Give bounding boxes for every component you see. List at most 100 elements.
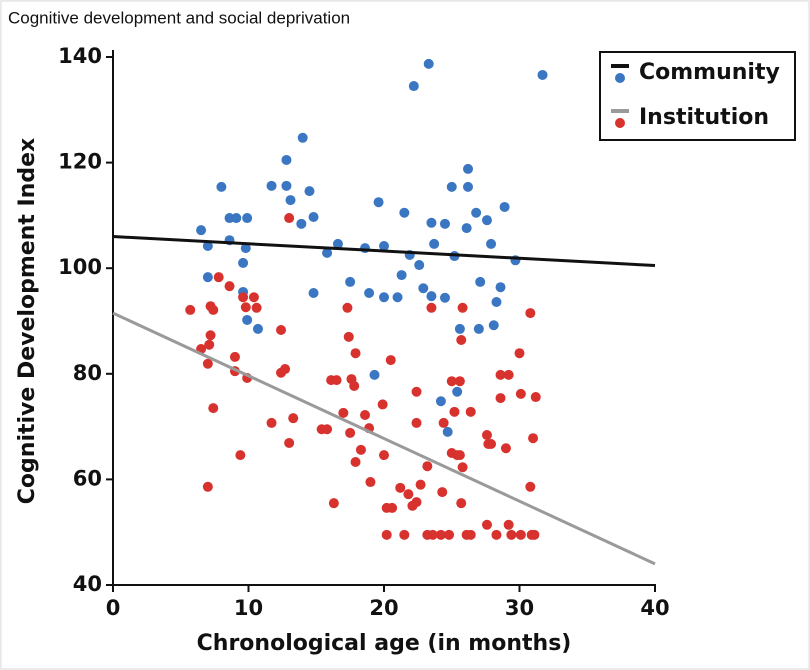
data-point bbox=[204, 339, 215, 350]
data-point bbox=[481, 519, 492, 530]
data-point bbox=[423, 58, 434, 69]
data-point bbox=[395, 482, 406, 493]
data-point bbox=[426, 217, 437, 228]
data-point bbox=[465, 529, 476, 540]
data-point bbox=[281, 154, 292, 165]
data-point bbox=[456, 335, 467, 346]
data-point bbox=[288, 413, 299, 424]
data-point bbox=[537, 69, 548, 80]
data-point bbox=[379, 450, 389, 461]
data-point bbox=[488, 320, 499, 331]
data-point bbox=[491, 296, 502, 307]
data-point bbox=[379, 241, 389, 252]
data-point bbox=[429, 238, 440, 249]
data-point bbox=[196, 225, 207, 236]
y-tick-label: 60 bbox=[73, 466, 102, 490]
data-point bbox=[481, 215, 492, 226]
data-point bbox=[465, 406, 476, 417]
data-point bbox=[285, 195, 296, 206]
data-point bbox=[515, 529, 526, 540]
data-point bbox=[415, 479, 426, 490]
data-point bbox=[499, 201, 510, 212]
data-point bbox=[392, 292, 403, 303]
data-point bbox=[439, 292, 450, 303]
data-point bbox=[345, 276, 356, 287]
data-point bbox=[411, 386, 422, 397]
x-tick-label: 40 bbox=[640, 596, 669, 620]
data-point bbox=[435, 529, 446, 540]
data-point bbox=[235, 450, 246, 461]
legend-label: Institution bbox=[639, 105, 769, 130]
data-point bbox=[399, 529, 410, 540]
data-point bbox=[473, 323, 484, 334]
data-point bbox=[242, 314, 253, 325]
data-point bbox=[385, 355, 396, 366]
data-point bbox=[506, 529, 517, 540]
data-point bbox=[240, 302, 251, 313]
data-point bbox=[530, 392, 541, 403]
legend-box bbox=[599, 51, 796, 141]
data-point bbox=[438, 417, 449, 428]
data-point bbox=[238, 292, 249, 303]
data-point bbox=[322, 247, 333, 258]
data-point bbox=[281, 180, 292, 191]
data-point bbox=[185, 304, 196, 315]
data-point bbox=[224, 281, 235, 292]
chart-title: Cognitive development and social depriva… bbox=[8, 8, 350, 27]
data-point bbox=[515, 388, 526, 399]
data-point bbox=[266, 180, 277, 191]
data-point bbox=[418, 283, 429, 294]
data-point bbox=[332, 238, 343, 249]
data-point bbox=[411, 497, 422, 508]
data-point bbox=[446, 376, 457, 387]
data-point bbox=[202, 481, 213, 492]
data-point bbox=[422, 461, 433, 472]
data-point bbox=[202, 272, 213, 283]
legend-dot bbox=[615, 118, 625, 128]
data-point bbox=[495, 369, 506, 380]
data-point bbox=[463, 163, 474, 174]
data-point bbox=[442, 426, 453, 437]
data-point bbox=[439, 218, 450, 229]
data-point bbox=[379, 292, 389, 303]
data-point bbox=[399, 207, 410, 218]
data-point bbox=[251, 302, 262, 313]
data-point bbox=[529, 529, 540, 540]
data-point bbox=[343, 331, 354, 342]
data-point bbox=[495, 393, 506, 404]
data-point bbox=[349, 380, 360, 391]
data-point bbox=[284, 437, 295, 448]
x-tick-label: 30 bbox=[505, 596, 534, 620]
y-tick-label: 80 bbox=[73, 361, 102, 385]
data-point bbox=[342, 302, 353, 313]
data-point bbox=[248, 292, 259, 303]
data-point bbox=[426, 291, 437, 302]
y-axis-label: Cognitive Development Index bbox=[15, 138, 40, 504]
data-point bbox=[461, 223, 472, 234]
data-point bbox=[435, 396, 446, 407]
data-point bbox=[495, 282, 506, 293]
data-point bbox=[452, 386, 463, 397]
data-point bbox=[297, 132, 308, 143]
data-point bbox=[486, 238, 497, 249]
data-point bbox=[208, 403, 219, 414]
data-point bbox=[387, 502, 398, 513]
data-point bbox=[500, 443, 511, 454]
data-point bbox=[216, 181, 227, 192]
data-point bbox=[427, 529, 438, 540]
data-point bbox=[456, 498, 467, 509]
y-tick-label: 120 bbox=[58, 150, 102, 174]
data-point bbox=[475, 276, 486, 287]
data-point bbox=[355, 444, 366, 455]
data-point bbox=[308, 211, 319, 222]
data-point bbox=[276, 324, 287, 335]
data-point bbox=[369, 369, 380, 380]
data-point bbox=[454, 450, 465, 461]
data-point bbox=[446, 181, 457, 192]
data-point bbox=[414, 260, 425, 271]
y-tick-label: 140 bbox=[58, 44, 102, 68]
data-point bbox=[304, 186, 315, 197]
y-tick-label: 100 bbox=[58, 255, 102, 279]
data-point bbox=[426, 302, 437, 313]
